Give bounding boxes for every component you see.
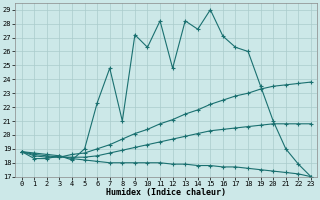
X-axis label: Humidex (Indice chaleur): Humidex (Indice chaleur) bbox=[106, 188, 226, 197]
